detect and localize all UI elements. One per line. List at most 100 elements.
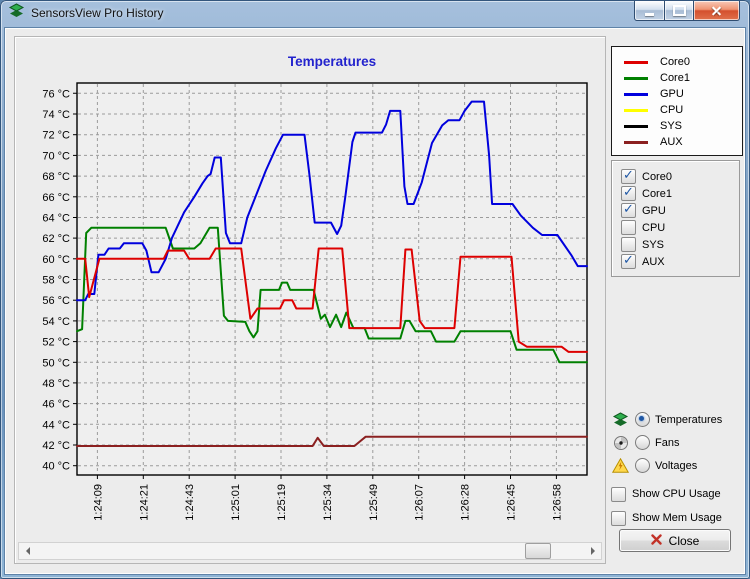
radio-Voltages[interactable] (635, 458, 650, 473)
checkbox-label: GPU (642, 204, 666, 217)
y-tick-label: 62 °C (42, 233, 70, 245)
usage-toggle-panel: Show CPU Usage Show Mem Usage (611, 482, 745, 530)
x-tick-label: 1:25:34 (322, 484, 334, 521)
chart-svg: Temperatures 76 °C 74 °C 72 °C 70 °C 68 °C 66 … (42, 54, 588, 521)
x-tick-label: 1:26:07 (414, 484, 426, 521)
y-tick-label: 58 °C (42, 275, 70, 287)
checkbox-label: Show Mem Usage (632, 512, 722, 524)
legend-item-Core1: Core1 (624, 70, 742, 86)
chart-title: Temperatures (288, 54, 376, 69)
legend-item-AUX: AUX (624, 134, 742, 150)
checkbox-label: AUX (642, 255, 665, 268)
series-toggle-CPU: CPU (621, 219, 739, 236)
y-tick-label: 46 °C (42, 399, 70, 411)
checkbox-show-mem-usage[interactable] (611, 510, 626, 526)
legend-label: Core1 (660, 72, 690, 84)
series-line-AUX (76, 435, 588, 447)
series-line-Core1 (76, 226, 588, 364)
close-window-button[interactable] (693, 1, 740, 21)
series-toggle-AUX: AUX (621, 252, 739, 270)
y-tick-label: 72 °C (42, 130, 70, 142)
series-line-Core0 (76, 247, 588, 353)
left-arrow-icon (22, 547, 30, 555)
radio-label: Temperatures (655, 413, 723, 426)
legend-label: Core0 (660, 56, 690, 68)
chart-legend: Core0 Core1 GPU CPU SYS AUX (611, 46, 743, 156)
voltage-icon (611, 458, 630, 473)
scroll-thumb[interactable] (524, 543, 551, 559)
radio-Fans[interactable] (635, 435, 650, 450)
checkbox-label: Core1 (642, 187, 672, 200)
y-tick-label: 74 °C (42, 109, 70, 121)
scroll-left-button[interactable] (19, 543, 35, 559)
minimize-icon (645, 12, 654, 16)
checkbox-Core1[interactable] (621, 184, 636, 201)
y-tick-label: 70 °C (42, 150, 70, 162)
legend-label: CPU (660, 104, 684, 116)
x-tick-label: 1:25:19 (276, 484, 288, 521)
window-controls (634, 1, 740, 21)
y-tick-label: 42 °C (42, 440, 70, 452)
legend-line-swatch (624, 108, 648, 112)
x-tick-label: 1:26:58 (551, 484, 563, 521)
temperature-chart: Temperatures 76 °C 74 °C 72 °C 70 °C 68 °C 66 … (17, 39, 603, 544)
client-area: Temperatures 76 °C 74 °C 72 °C 70 °C 68 °C 66 … (4, 27, 746, 575)
legend-item-CPU: CPU (624, 102, 742, 118)
series-line-GPU (76, 100, 588, 302)
x-tick-label: 1:25:01 (230, 484, 242, 521)
checkbox-GPU[interactable] (621, 201, 636, 218)
legend-item-SYS: SYS (624, 118, 742, 134)
checkbox-Core0[interactable] (621, 167, 636, 184)
legend-item-Core0: Core0 (624, 54, 742, 70)
scroll-track[interactable] (35, 543, 585, 559)
y-tick-label: 60 °C (42, 254, 70, 266)
legend-line-swatch (624, 92, 648, 96)
mode-option-Fans: Fans (611, 431, 745, 454)
scroll-right-button[interactable] (585, 543, 601, 559)
checkbox-CPU[interactable] (621, 220, 636, 235)
y-tick-label: 66 °C (42, 192, 70, 204)
y-tick-label: 40 °C (42, 461, 70, 473)
legend-item-GPU: GPU (624, 86, 742, 102)
close-button[interactable]: Close (619, 529, 731, 552)
fan-icon (611, 435, 630, 451)
x-tick-label: 1:24:21 (138, 484, 150, 521)
series-toggle-SYS: SYS (621, 236, 739, 253)
radio-Temperatures[interactable] (635, 412, 650, 427)
app-icon (8, 3, 25, 23)
y-tick-label: 50 °C (42, 357, 70, 369)
radio-label: Voltages (655, 459, 698, 472)
x-tick-label: 1:26:28 (460, 484, 472, 521)
y-tick-label: 52 °C (42, 337, 70, 349)
titlebar[interactable]: SensorsView Pro History (0, 0, 750, 26)
legend-line-swatch (624, 76, 648, 80)
legend-line-swatch (624, 124, 648, 128)
mode-option-Temperatures: Temperatures (611, 408, 745, 431)
checkbox-label: CPU (642, 221, 666, 234)
window-title: SensorsView Pro History (31, 6, 164, 20)
maximize-icon (672, 5, 686, 16)
y-tick-label: 64 °C (42, 213, 70, 225)
close-button-label: Close (668, 533, 700, 548)
close-icon (711, 5, 722, 16)
x-tick-label: 1:24:43 (184, 484, 196, 521)
legend-label: SYS (660, 120, 683, 132)
y-tick-label: 48 °C (42, 378, 70, 390)
checkbox-show-cpu-usage[interactable] (611, 486, 626, 502)
minimize-button[interactable] (634, 1, 665, 21)
temperature-chip-icon (611, 412, 630, 427)
control-sidebar: Core0 Core1 GPU CPU SYS AUX Core0 Core1 GPU CPU S… (611, 42, 745, 566)
close-x-icon (650, 533, 662, 548)
chart-horizontal-scrollbar[interactable] (18, 542, 602, 560)
x-tick-label: 1:26:45 (506, 484, 518, 521)
y-tick-label: 44 °C (42, 419, 70, 431)
checkbox-AUX[interactable] (621, 252, 636, 269)
usage-toggle: Show CPU Usage (611, 482, 745, 506)
x-tick-label: 1:24:09 (92, 484, 104, 521)
y-tick-label: 76 °C (42, 88, 70, 100)
x-tick-label: 1:25:49 (368, 484, 380, 521)
maximize-button[interactable] (665, 1, 693, 21)
y-tick-label: 68 °C (42, 171, 70, 183)
checkbox-SYS[interactable] (621, 237, 636, 252)
